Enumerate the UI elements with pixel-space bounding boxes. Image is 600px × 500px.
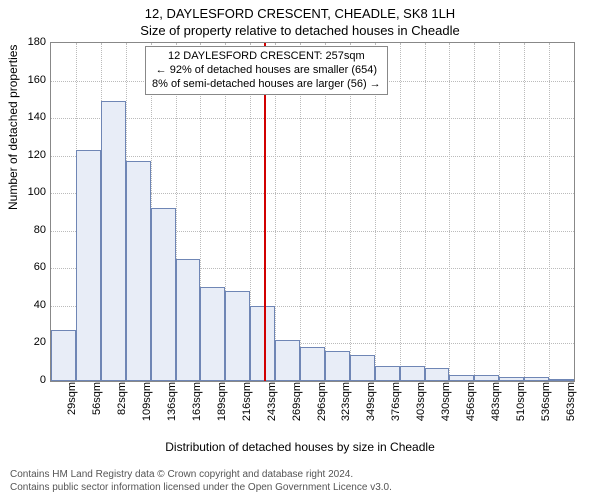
y-tick-label: 140 bbox=[16, 111, 46, 123]
y-tick-label: 180 bbox=[16, 36, 46, 48]
histogram-bar bbox=[499, 377, 524, 381]
histogram-bar bbox=[225, 291, 250, 381]
x-axis-label: Distribution of detached houses by size … bbox=[0, 440, 600, 454]
footer-attribution: Contains HM Land Registry data © Crown c… bbox=[10, 469, 590, 494]
x-tick-label: 163sqm bbox=[191, 382, 203, 428]
x-tick-label: 109sqm bbox=[141, 382, 153, 428]
x-tick-label: 136sqm bbox=[166, 382, 178, 428]
histogram-bar bbox=[300, 347, 325, 381]
annotation-line1: 12 DAYLESFORD CRESCENT: 257sqm bbox=[152, 50, 381, 64]
x-tick-label: 563sqm bbox=[565, 382, 577, 428]
x-tick-label: 82sqm bbox=[116, 382, 128, 428]
x-tick-label: 243sqm bbox=[266, 382, 278, 428]
chart-title-address: 12, DAYLESFORD CRESCENT, CHEADLE, SK8 1L… bbox=[0, 6, 600, 21]
grid-vertical bbox=[524, 43, 525, 381]
grid-vertical bbox=[400, 43, 401, 381]
x-tick-label: 376sqm bbox=[390, 382, 402, 428]
histogram-bar bbox=[275, 340, 300, 381]
histogram-bar bbox=[176, 259, 201, 381]
x-tick-label: 296sqm bbox=[316, 382, 328, 428]
histogram-bar bbox=[76, 150, 101, 381]
y-tick-label: 100 bbox=[16, 186, 46, 198]
annotation-line3: 8% of semi-detached houses are larger (5… bbox=[152, 78, 381, 92]
x-tick-label: 403sqm bbox=[415, 382, 427, 428]
x-tick-label: 483sqm bbox=[490, 382, 502, 428]
grid-vertical bbox=[499, 43, 500, 381]
y-tick-label: 40 bbox=[16, 299, 46, 311]
chart-title-sub: Size of property relative to detached ho… bbox=[0, 23, 600, 38]
x-tick-label: 189sqm bbox=[216, 382, 228, 428]
histogram-bar bbox=[375, 366, 400, 381]
x-tick-label: 536sqm bbox=[540, 382, 552, 428]
annotation-line2: ← 92% of detached houses are smaller (65… bbox=[152, 64, 381, 78]
histogram-bar bbox=[474, 375, 499, 381]
y-tick-label: 0 bbox=[16, 374, 46, 386]
y-tick-label: 160 bbox=[16, 74, 46, 86]
x-tick-label: 323sqm bbox=[340, 382, 352, 428]
y-tick-label: 20 bbox=[16, 336, 46, 348]
x-tick-label: 56sqm bbox=[91, 382, 103, 428]
histogram-bar bbox=[449, 375, 474, 381]
histogram-bar bbox=[51, 330, 76, 381]
x-tick-label: 510sqm bbox=[515, 382, 527, 428]
y-tick-label: 60 bbox=[16, 261, 46, 273]
histogram-bar bbox=[400, 366, 425, 381]
x-tick-label: 456sqm bbox=[465, 382, 477, 428]
histogram-bar bbox=[524, 377, 549, 381]
histogram-bar bbox=[101, 101, 126, 381]
grid-vertical bbox=[549, 43, 550, 381]
grid-vertical bbox=[449, 43, 450, 381]
y-tick-label: 120 bbox=[16, 149, 46, 161]
x-tick-label: 216sqm bbox=[241, 382, 253, 428]
annotation-box: 12 DAYLESFORD CRESCENT: 257sqm← 92% of d… bbox=[145, 46, 388, 95]
grid-horizontal bbox=[51, 156, 574, 157]
footer-line2: Contains public sector information licen… bbox=[10, 482, 590, 495]
grid-horizontal bbox=[51, 118, 574, 119]
footer-line1: Contains HM Land Registry data © Crown c… bbox=[10, 469, 590, 482]
y-axis-label: Number of detached properties bbox=[6, 45, 20, 210]
histogram-bar bbox=[549, 379, 574, 381]
x-tick-label: 349sqm bbox=[365, 382, 377, 428]
histogram-bar bbox=[200, 287, 225, 381]
grid-vertical bbox=[425, 43, 426, 381]
x-tick-label: 430sqm bbox=[440, 382, 452, 428]
histogram-bar bbox=[151, 208, 176, 381]
x-tick-label: 29sqm bbox=[66, 382, 78, 428]
x-tick-label: 269sqm bbox=[291, 382, 303, 428]
grid-vertical bbox=[474, 43, 475, 381]
histogram-bar bbox=[126, 161, 151, 381]
histogram-bar bbox=[350, 355, 375, 381]
histogram-bar bbox=[325, 351, 350, 381]
histogram-bar bbox=[425, 368, 450, 381]
y-tick-label: 80 bbox=[16, 224, 46, 236]
